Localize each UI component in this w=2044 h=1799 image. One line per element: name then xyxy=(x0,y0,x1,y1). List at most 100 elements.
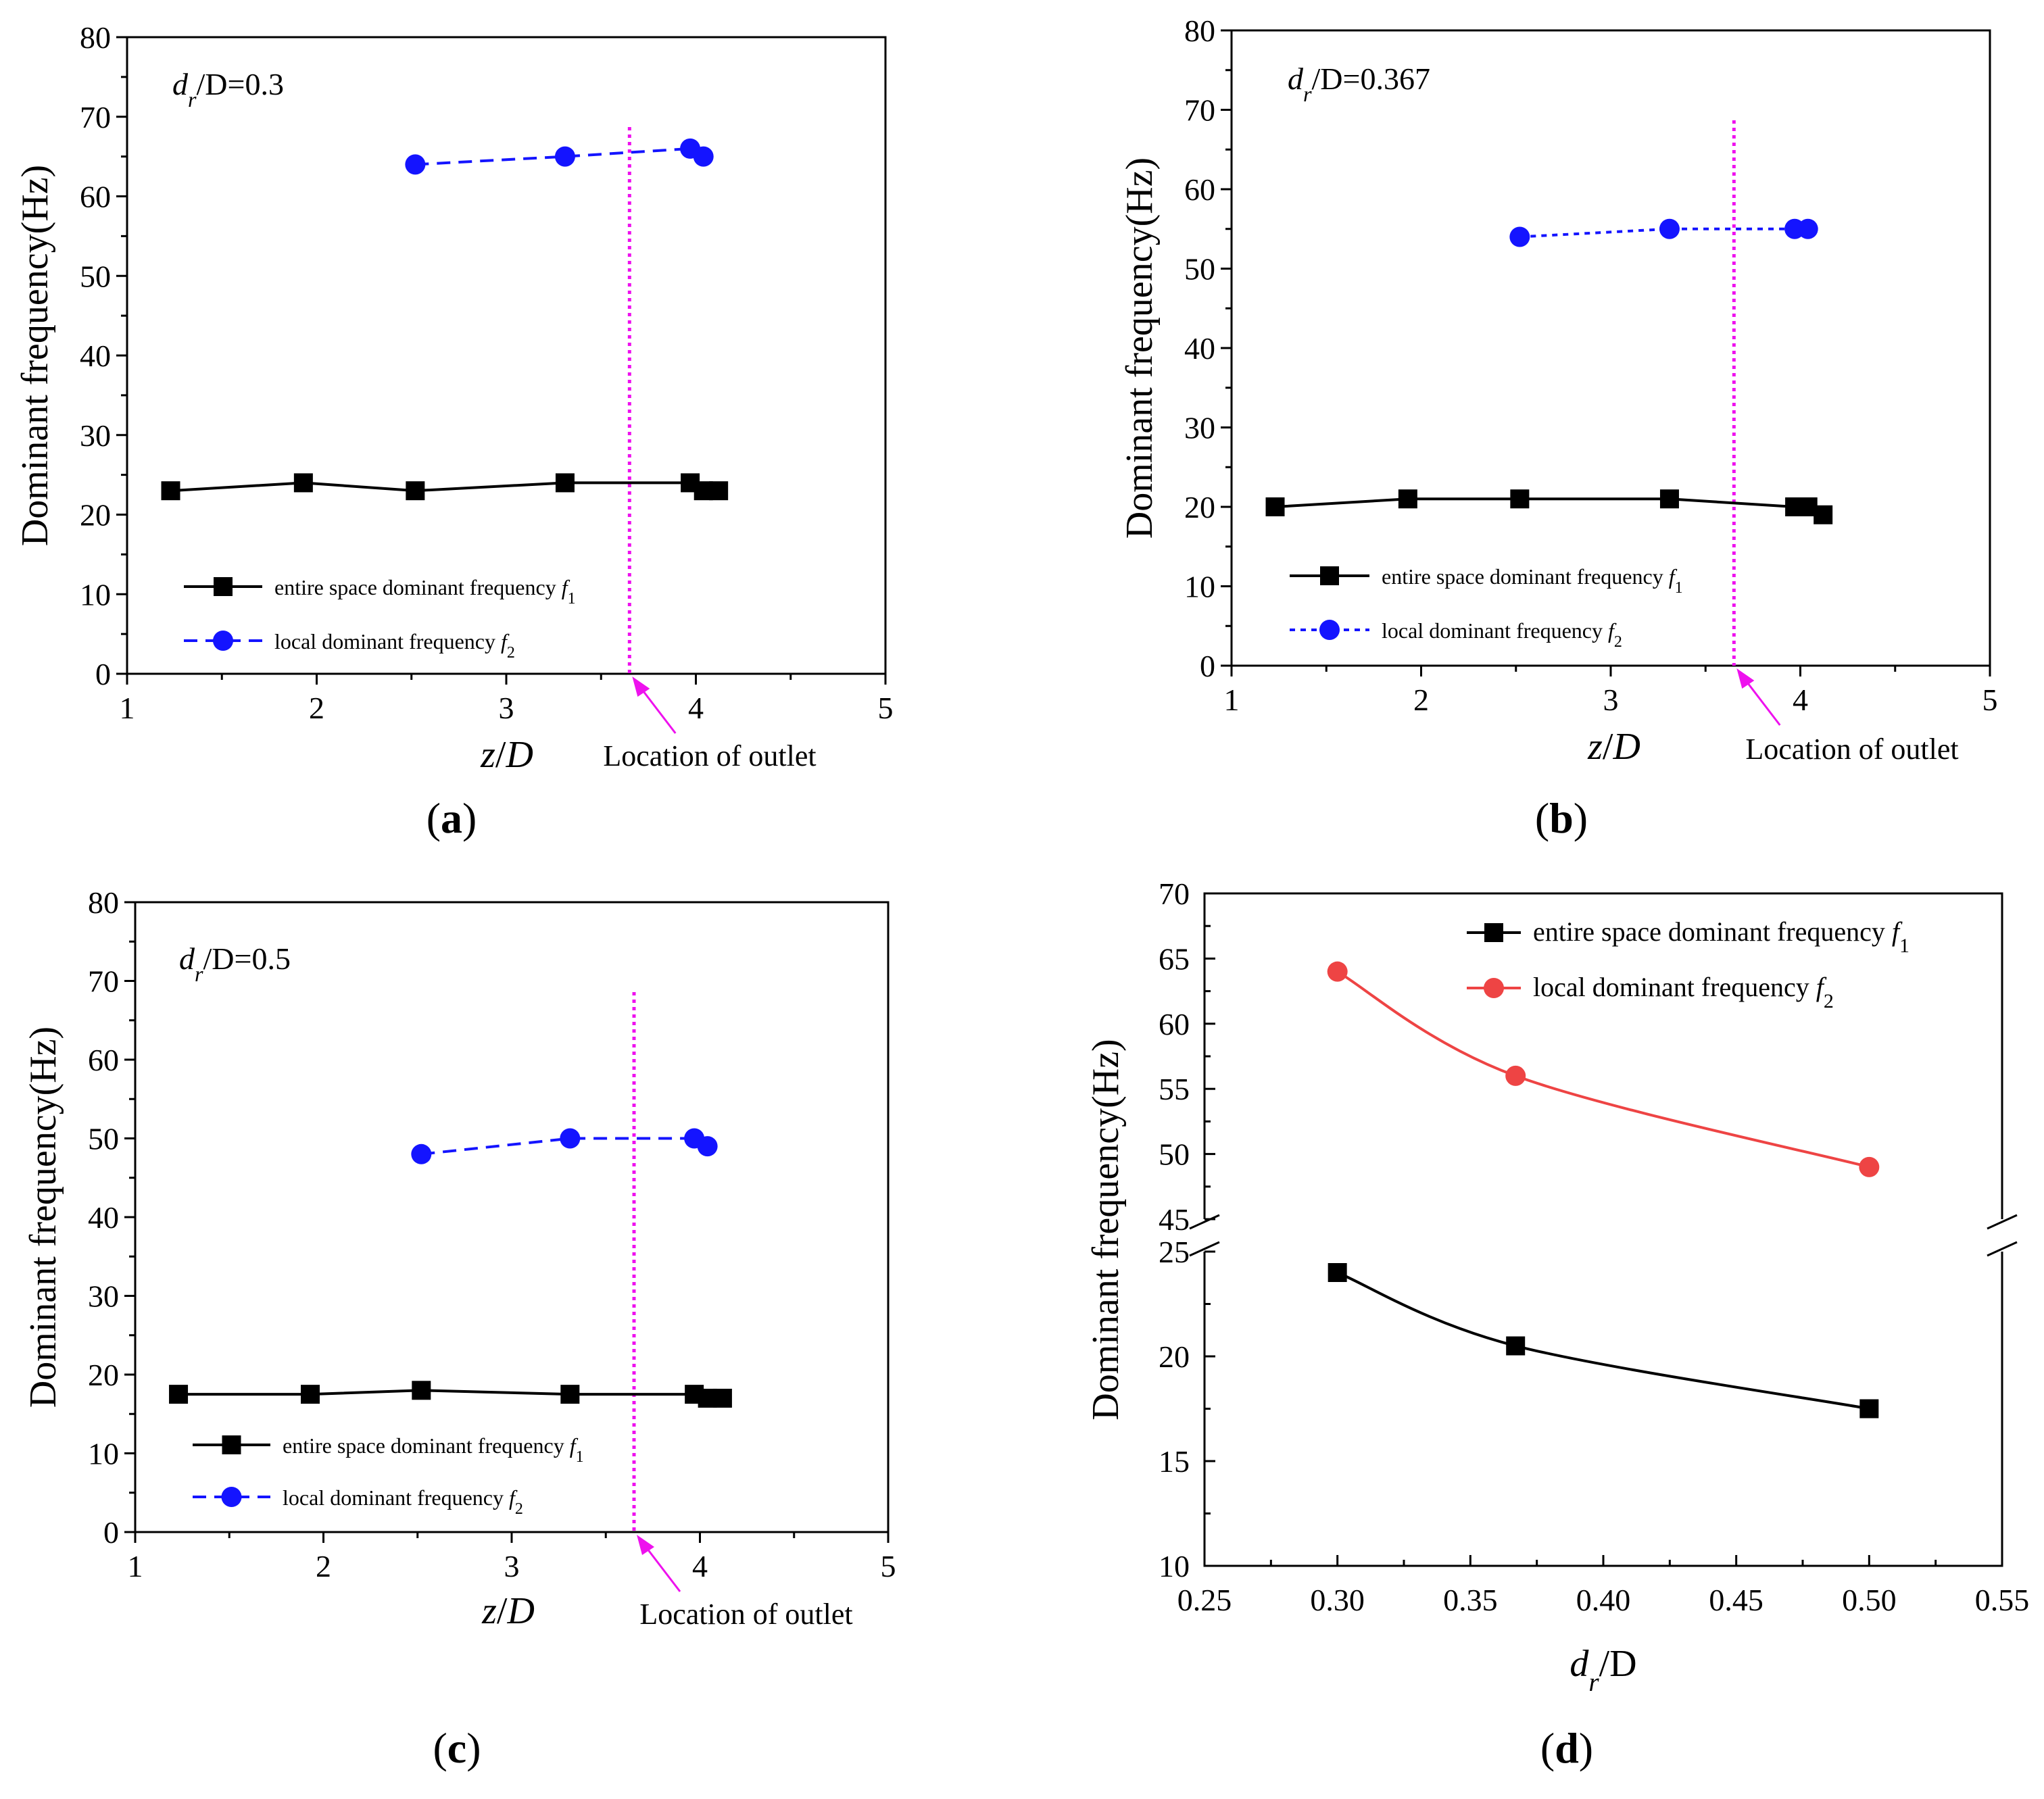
x-tick-label: 5 xyxy=(878,691,894,725)
outlet-label: Location of outlet xyxy=(639,1598,852,1631)
y-tick-label: 10 xyxy=(1159,1549,1190,1583)
condition-label-sub: r xyxy=(188,87,197,112)
condition-label-rest: /D=0.3 xyxy=(197,67,284,101)
y-tick-label: 20 xyxy=(88,1358,119,1392)
x-axis-title-rest: /D xyxy=(1599,1643,1637,1685)
legend-f1-marker xyxy=(214,577,233,596)
data-point xyxy=(1859,1156,1880,1177)
legend-f2-marker xyxy=(1319,620,1340,640)
data-point xyxy=(554,146,575,167)
data-point xyxy=(1659,218,1680,239)
y-tick-label: 10 xyxy=(1184,570,1215,604)
legend-f2-text: local dominant frequency xyxy=(1382,618,1608,643)
x-tick-label: 0.30 xyxy=(1310,1583,1365,1617)
x-axis-title: z/D xyxy=(480,734,533,776)
x-tick-label: 5 xyxy=(1982,683,1998,717)
data-point xyxy=(1505,1065,1526,1086)
axis-break-mark xyxy=(1987,1214,2018,1230)
legend-f2-label: local dominant frequency f2 xyxy=(283,1485,523,1518)
y-tick-label: 0 xyxy=(1200,649,1215,683)
condition-label-var: d xyxy=(179,941,195,976)
y-tick-label: 60 xyxy=(88,1043,119,1077)
legend-f2-text: local dominant frequency xyxy=(283,1485,509,1510)
series-f2 xyxy=(411,1128,718,1164)
y-tick-label: 70 xyxy=(1159,877,1190,911)
x-tick-label: 0.55 xyxy=(1975,1583,2030,1617)
condition-label-sub: r xyxy=(195,962,203,986)
panel-label-close: ) xyxy=(462,794,477,842)
data-point xyxy=(560,1128,581,1149)
series-f1 xyxy=(169,1381,732,1408)
data-point xyxy=(1859,1399,1879,1419)
legend-f2-marker xyxy=(1484,978,1504,998)
x-axis-title-slash: / xyxy=(1603,726,1613,768)
panel-label: (c) xyxy=(433,1724,481,1772)
series-f1 xyxy=(161,473,729,501)
y-tick-label: 80 xyxy=(1184,14,1215,48)
x-tick-label: 3 xyxy=(504,1549,520,1583)
outlet-arrow-head xyxy=(1736,668,1755,689)
data-point xyxy=(1814,505,1833,524)
legend-f1-label: entire space dominant frequency f1 xyxy=(274,575,576,608)
y-tick-label: 65 xyxy=(1159,941,1190,976)
x-tick-label: 0.50 xyxy=(1842,1583,1897,1617)
y-tick-label: 80 xyxy=(88,885,119,920)
y-tick-label: 30 xyxy=(88,1279,119,1314)
condition-label-rest: /D=0.5 xyxy=(203,941,291,976)
condition-label: dr/D=0.5 xyxy=(179,941,291,986)
panel-a: 0 10 20 30 40 50 60 70 80 1 2 3 4 5 Dominant frequency… xyxy=(14,20,894,842)
x-tick-label: 3 xyxy=(499,691,514,725)
series-f2 xyxy=(1327,961,1880,1177)
outlet-arrow-head xyxy=(632,676,650,697)
y-tick-label: 20 xyxy=(1159,1339,1190,1374)
y-tick-label: 0 xyxy=(103,1515,119,1550)
outlet-arrow-shaft xyxy=(1744,679,1781,726)
panel-d: 45 50 55 60 65 70 10 15 20 25 0.25 0.30 0.35 0.40 0.45… xyxy=(1085,877,2029,1772)
y-tick-label: 20 xyxy=(80,498,111,533)
y-tick-label: 55 xyxy=(1159,1072,1190,1106)
axis-break-mark xyxy=(1189,1241,1220,1257)
y-axis-title: Dominant frequency(Hz) xyxy=(14,165,56,546)
data-point xyxy=(161,481,180,501)
outlet-label: Location of outlet xyxy=(603,739,816,772)
panel-label-close: ) xyxy=(1574,794,1588,842)
legend-f2-sub: 2 xyxy=(515,1500,523,1518)
data-point xyxy=(555,473,575,493)
outlet-arrow-shaft xyxy=(643,1545,681,1592)
y-tick-label: 50 xyxy=(1184,252,1215,287)
x-tick-label: 0.35 xyxy=(1443,1583,1498,1617)
y-tick-label: 30 xyxy=(1184,411,1215,445)
condition-label-var: d xyxy=(1288,61,1304,96)
data-point xyxy=(560,1385,580,1404)
legend-f2-marker xyxy=(221,1487,242,1507)
data-point xyxy=(1327,961,1348,982)
panel-label-letter: d xyxy=(1555,1724,1579,1772)
series-line xyxy=(1336,970,1870,1168)
axis-break-mark xyxy=(1189,1214,1220,1230)
y-tick-label: 25 xyxy=(1159,1235,1190,1269)
legend-f1-marker xyxy=(1320,566,1339,585)
y-tick-label: 70 xyxy=(1184,93,1215,128)
y-tick-label: 40 xyxy=(80,339,111,373)
y-tick-label: 40 xyxy=(1184,331,1215,366)
condition-label: dr/D=0.367 xyxy=(1288,61,1430,106)
axis-break-mark xyxy=(1987,1241,2018,1257)
legend-f1-text: entire space dominant frequency xyxy=(1533,916,1892,947)
series-line xyxy=(1336,1271,1870,1410)
outlet-arrow-head xyxy=(637,1535,655,1555)
x-tick-label: 1 xyxy=(1224,683,1240,717)
data-point xyxy=(693,146,714,167)
data-point xyxy=(406,481,425,501)
y-axis-title: Dominant frequency(Hz) xyxy=(1119,157,1161,539)
x-tick-label: 1 xyxy=(120,691,135,725)
data-point xyxy=(709,481,729,501)
y-tick-label: 20 xyxy=(1184,490,1215,524)
legend-f2-label: local dominant frequency f2 xyxy=(1382,618,1622,651)
x-axis-title-z: z xyxy=(1587,726,1603,768)
panel-label-open: ( xyxy=(1540,1724,1555,1772)
data-point xyxy=(1398,489,1417,509)
data-point xyxy=(712,1388,732,1408)
legend-f2-marker xyxy=(213,631,233,651)
condition-label-sub: r xyxy=(1303,82,1312,106)
